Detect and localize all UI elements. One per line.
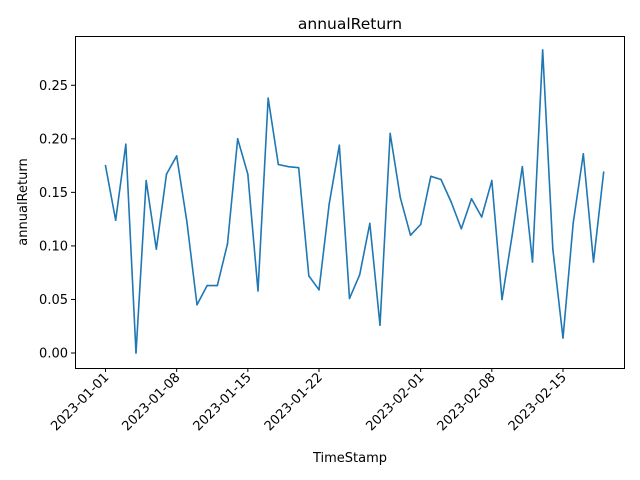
data-point [582,153,585,155]
x-tick-label: 2023-01-22 [262,370,326,434]
data-point [470,197,473,200]
x-tick-label: 2023-02-08 [435,370,499,434]
data-point [399,196,402,199]
data-point [531,261,534,263]
y-tick-label: 0.20 [39,132,68,147]
data-point [440,178,442,181]
data-point [602,171,605,173]
data-point [145,179,147,182]
data-point [114,219,117,222]
data-point [277,163,280,166]
data-points [104,49,605,354]
data-point [236,138,239,140]
data-point [318,289,320,291]
chart-title: annualReturn [298,15,402,33]
y-tick-label: 0.25 [39,79,68,94]
data-point [216,284,219,287]
y-tick-label: 0.00 [39,347,68,362]
x-tick-label: 2023-01-15 [191,370,255,434]
data-point [419,223,422,226]
data-point [379,324,381,326]
data-point [135,352,137,354]
data-point [165,173,168,175]
data-point [257,290,259,292]
data-point [541,49,544,51]
x-tick-label: 2023-02-15 [506,370,570,434]
y-axis-label: annualReturn [16,158,31,245]
data-point [572,222,574,225]
x-tick-label: 2023-01-01 [48,370,112,434]
y-tick-label: 0.05 [39,293,68,308]
plot-area-frame [75,36,625,369]
x-axis-label: TimeStamp [312,451,387,466]
data-point [501,298,503,301]
data-point [196,304,198,306]
data-point [226,242,229,245]
data-point [308,275,310,277]
data-point [267,97,269,99]
data-point [460,227,463,230]
x-tick-label: 2023-01-08 [119,370,183,434]
data-point [450,201,452,203]
data-point [104,164,107,167]
data-point [358,274,361,276]
data-point [592,261,595,263]
data-point [369,222,371,225]
x-axis: 2023-01-01 2023-01-08 2023-01-15 2023-01-22… [48,368,570,434]
y-tick-label: 0.10 [39,239,68,254]
data-point [287,165,290,168]
data-point [247,173,249,175]
data-point [521,165,524,168]
data-point [206,284,208,287]
data-point [480,216,483,218]
data-point [552,248,554,250]
data-point [562,337,564,339]
data-point [338,144,341,147]
x-tick-label: 2023-02-01 [363,370,427,434]
series-line [104,49,605,354]
data-point [125,143,127,145]
data-point [348,297,351,300]
y-tick-label: 0.15 [39,186,68,201]
data-point [430,175,432,178]
data-point [491,179,493,182]
data-point [409,234,412,236]
data-point [186,220,188,223]
y-axis: 0.00 0.05 0.10 0.15 0.20 0.25 [39,79,75,362]
data-point [328,203,330,205]
data-point [155,248,158,250]
data-point [389,132,391,135]
data-point [297,166,300,169]
data-point [511,234,513,236]
data-point [175,155,178,157]
